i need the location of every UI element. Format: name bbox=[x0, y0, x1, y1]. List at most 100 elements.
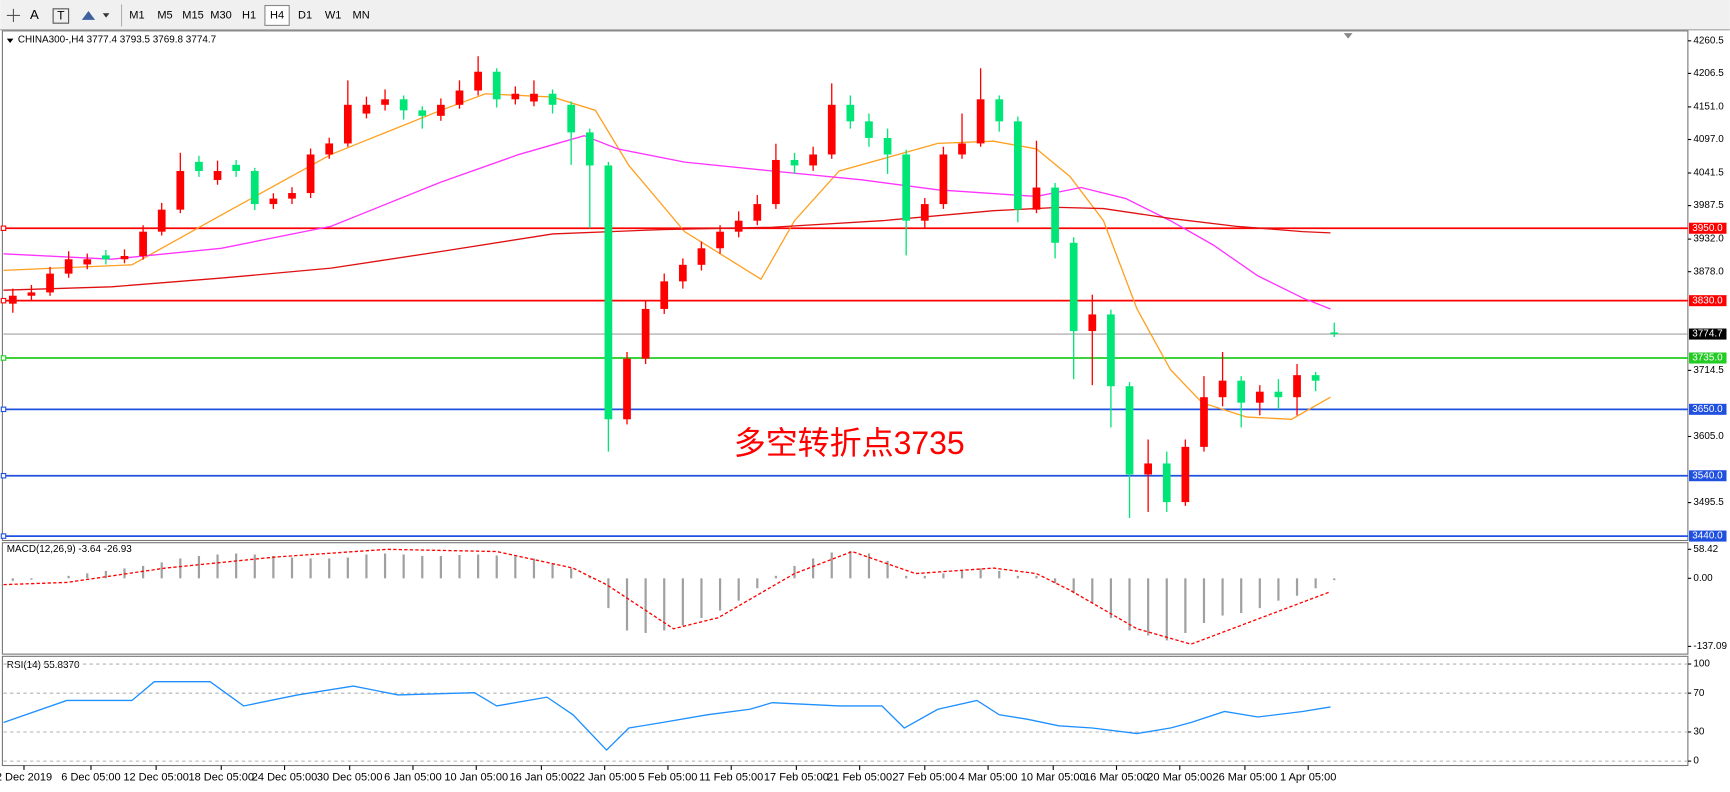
y-tick-label: 70 bbox=[1693, 688, 1705, 699]
candle-body bbox=[734, 220, 743, 232]
candle-body bbox=[8, 295, 17, 304]
text-tool[interactable]: A bbox=[30, 7, 39, 22]
candle-body bbox=[567, 104, 576, 133]
y-tick-label: 30 bbox=[1693, 727, 1705, 738]
x-tick-label: 4 Mar 05:00 bbox=[959, 772, 1018, 784]
candle-body bbox=[678, 264, 687, 282]
rsi-panel bbox=[1, 655, 1689, 767]
x-tick-label: 16 Jan 05:00 bbox=[510, 772, 574, 784]
y-tick-label: 3987.5 bbox=[1693, 200, 1724, 211]
timeframe-button[interactable]: M1 bbox=[129, 9, 144, 21]
candle-body bbox=[455, 90, 464, 105]
candle-body bbox=[939, 154, 948, 205]
x-tick-label: 24 Dec 05:00 bbox=[252, 772, 318, 784]
timeframe-button[interactable]: H1 bbox=[242, 9, 256, 21]
y-tick-label: -137.09 bbox=[1693, 641, 1727, 652]
panel-title: CHINA300-,H4 3777.4 3793.5 3769.8 3774.7 bbox=[18, 34, 217, 45]
level-label: 3830.0 bbox=[1692, 295, 1723, 306]
candle-body bbox=[697, 248, 706, 265]
level-marker bbox=[0, 355, 7, 361]
candle-body bbox=[399, 99, 408, 111]
level-label-box bbox=[1688, 530, 1727, 542]
y-tick-label: 4206.5 bbox=[1693, 68, 1724, 79]
candle-body bbox=[1218, 380, 1227, 398]
level-marker bbox=[0, 225, 7, 231]
candle-body bbox=[1330, 332, 1339, 335]
main-panel bbox=[1, 30, 1689, 542]
last-price-box bbox=[1688, 328, 1727, 340]
candle-body bbox=[809, 154, 817, 166]
candle-body bbox=[623, 358, 631, 420]
level-label: 3440.0 bbox=[1692, 531, 1723, 542]
candle-body bbox=[232, 164, 241, 172]
macd-panel bbox=[1, 542, 1689, 655]
toolbar bbox=[0, 0, 1730, 30]
y-tick-label: 4097.0 bbox=[1693, 134, 1724, 145]
candle-body bbox=[1162, 463, 1171, 503]
candle-body bbox=[753, 204, 762, 221]
candle-body bbox=[288, 193, 296, 199]
rsi-line bbox=[3, 681, 1331, 752]
x-tick-label: 18 Dec 05:00 bbox=[189, 772, 255, 784]
candle-body bbox=[585, 132, 594, 166]
timeframe-button[interactable]: M5 bbox=[157, 9, 172, 21]
x-tick-label: 21 Feb 05:00 bbox=[827, 772, 892, 784]
timeframe-button[interactable]: M15 bbox=[182, 9, 203, 21]
level-marker bbox=[0, 533, 7, 539]
moving-average bbox=[3, 134, 1331, 310]
candle-body bbox=[511, 93, 520, 100]
candle-body bbox=[1311, 375, 1320, 381]
y-tick-label: 3605.0 bbox=[1693, 431, 1724, 442]
y-tick-label: 0 bbox=[1693, 756, 1699, 767]
y-tick-label: 3495.5 bbox=[1693, 497, 1724, 508]
x-tick-label: 22 Jan 05:00 bbox=[573, 772, 637, 784]
panel-title: MACD(12,26,9) -3.64 -26.93 bbox=[7, 544, 132, 555]
cursor-tool[interactable] bbox=[6, 8, 21, 23]
x-tick-label: 10 Jan 05:00 bbox=[444, 772, 508, 784]
label-tool[interactable]: T bbox=[57, 9, 65, 23]
candle-body bbox=[902, 154, 911, 221]
candle-body bbox=[772, 159, 780, 205]
y-tick-label: 4041.5 bbox=[1693, 168, 1724, 179]
level-label-box bbox=[1688, 403, 1727, 415]
active-timeframe bbox=[264, 4, 290, 26]
level-marker bbox=[0, 297, 7, 304]
candle-body bbox=[604, 165, 613, 420]
candle-body bbox=[1237, 380, 1246, 403]
timeframe-button[interactable]: H4 bbox=[270, 9, 284, 21]
level-label-box bbox=[1688, 222, 1727, 234]
level-label-box bbox=[1688, 470, 1727, 482]
candle-body bbox=[530, 93, 538, 102]
shapes-tool[interactable] bbox=[81, 11, 110, 20]
candle-body bbox=[1107, 314, 1115, 387]
candle-body bbox=[1181, 446, 1190, 503]
candle-body bbox=[958, 143, 966, 155]
level-label: 3735.0 bbox=[1692, 353, 1723, 364]
moving-average bbox=[3, 93, 1331, 420]
y-tick-label: 3932.0 bbox=[1693, 234, 1724, 245]
candle-body bbox=[362, 104, 371, 114]
timeframe-button[interactable]: MN bbox=[353, 9, 370, 21]
candle-body bbox=[269, 198, 278, 205]
level-label: 3540.0 bbox=[1692, 470, 1723, 481]
y-tick-label: 4151.0 bbox=[1693, 102, 1724, 113]
candle-body bbox=[827, 104, 836, 155]
x-tick-label: 16 Mar 05:00 bbox=[1084, 772, 1149, 784]
y-tick-label: 0.00 bbox=[1693, 573, 1713, 584]
timeframe-button[interactable]: D1 bbox=[298, 9, 312, 21]
y-tick-label: 100 bbox=[1693, 659, 1710, 670]
x-tick-label: 20 Mar 05:00 bbox=[1147, 772, 1212, 784]
candle-body bbox=[83, 259, 92, 265]
candle-body bbox=[1125, 386, 1134, 475]
candle-body bbox=[381, 99, 389, 105]
candle-body bbox=[213, 171, 222, 180]
x-tick-label: 5 Feb 05:00 bbox=[639, 772, 698, 784]
candle-body bbox=[716, 231, 724, 249]
x-tick-label: 27 Feb 05:00 bbox=[892, 772, 957, 784]
timeframe-button[interactable]: W1 bbox=[325, 9, 342, 21]
timeframe-button[interactable]: M30 bbox=[210, 9, 231, 21]
candle-body bbox=[846, 104, 855, 122]
candle-body bbox=[139, 231, 147, 257]
x-tick-label: 17 Feb 05:00 bbox=[764, 772, 829, 784]
